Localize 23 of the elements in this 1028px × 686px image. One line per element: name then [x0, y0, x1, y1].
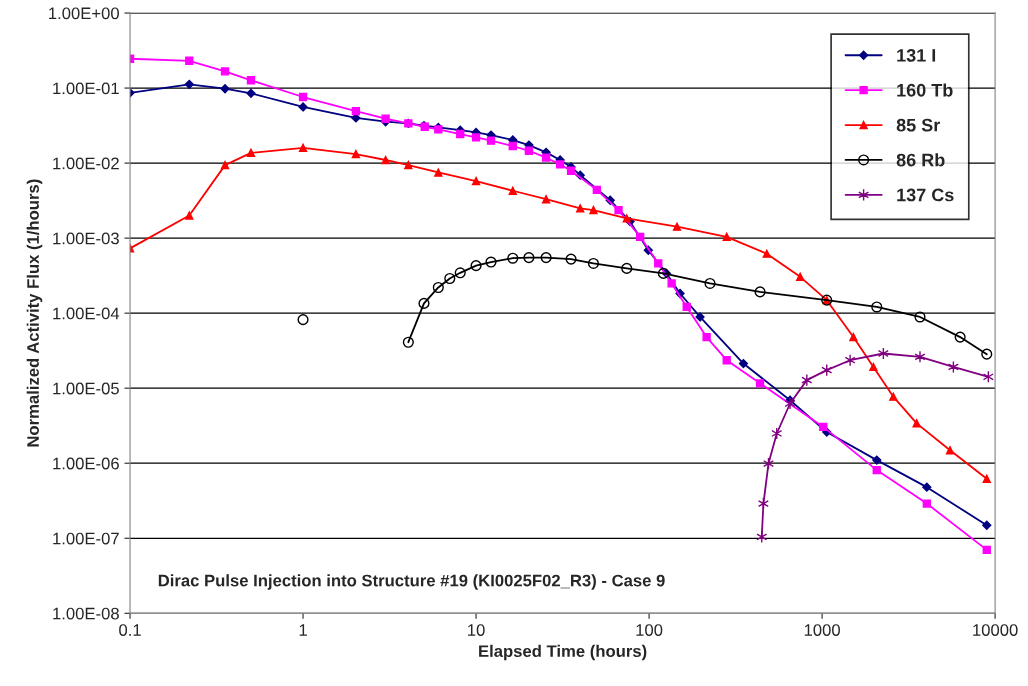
x-tick-label: 0.1 [119, 624, 141, 636]
x-tick-label: 10000 [973, 624, 1018, 636]
legend-label: 131 I [897, 48, 936, 62]
x-tick-label: 1 [299, 624, 307, 636]
y-tick-label: 1.00E-02 [53, 157, 119, 170]
y-tick-label: 1.00E-05 [53, 382, 119, 395]
y-tick-label: 1.00E-07 [53, 532, 119, 545]
annotation: Dirac Pulse Injection into Structure #19 (KI0025F02_R3) - Case 9 [158, 574, 665, 590]
y-axis-title: Normalized Activity Flux (1/hours) [26, 179, 43, 447]
x-tick-label: 1000 [804, 624, 840, 636]
legend-label: 137 Cs [897, 188, 954, 202]
y-tick-label: 1.00E-08 [53, 607, 119, 620]
y-tick-label: 1.00E-04 [53, 307, 120, 320]
y-tick-label: 1.00E-03 [53, 232, 119, 245]
x-axis-title: Elapsed Time (hours) [479, 644, 647, 661]
y-tick-label: 1.00E-01 [53, 82, 119, 95]
legend-label: 160 Tb [897, 83, 953, 97]
y-tick-label: 1.00E-06 [53, 457, 119, 470]
legend-label: 86 Rb [896, 153, 945, 167]
legend-label: 85 Sr [896, 118, 941, 132]
x-tick-label: 100 [636, 624, 663, 636]
y-tick-label: 1.00E+00 [49, 7, 119, 20]
x-tick-label: 10 [468, 624, 485, 636]
